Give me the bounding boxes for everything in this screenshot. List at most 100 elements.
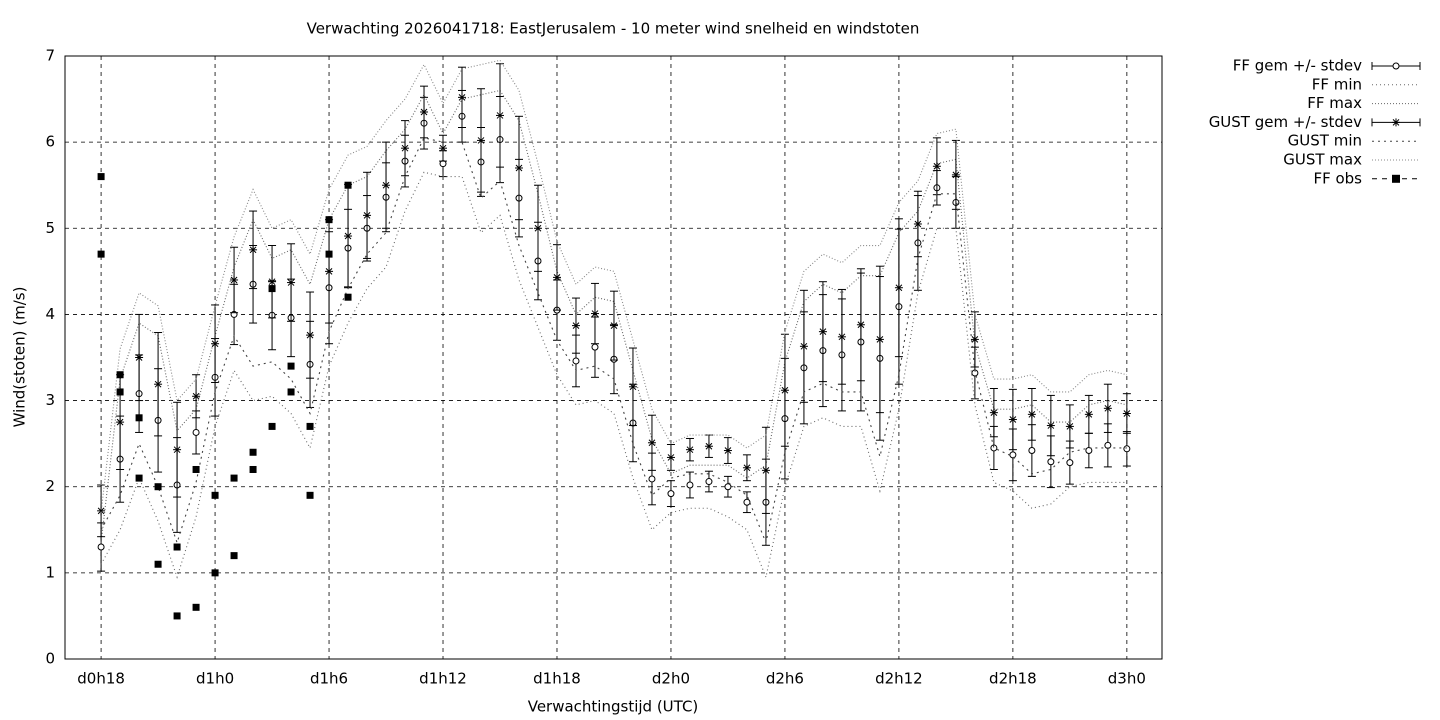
marker [990, 444, 998, 452]
marker [116, 371, 124, 379]
marker-stroke [838, 333, 846, 341]
marker [704, 442, 713, 451]
marker [306, 331, 315, 340]
marker [230, 552, 238, 560]
marker [1009, 451, 1017, 459]
marker [287, 388, 295, 396]
marker-stroke [306, 331, 314, 339]
marker-stroke [1123, 410, 1131, 417]
range-line [100, 171, 1127, 580]
marker-stroke [211, 340, 219, 348]
marker [420, 107, 429, 116]
marker [818, 327, 827, 336]
marker [97, 173, 105, 181]
marker [363, 211, 372, 220]
marker [667, 490, 675, 498]
marker-stroke [990, 409, 998, 416]
marker [1008, 415, 1017, 424]
marker [685, 445, 694, 454]
marker [173, 543, 181, 551]
marker [1066, 459, 1074, 467]
marker [458, 93, 467, 102]
marker [856, 320, 865, 329]
marker [723, 446, 732, 455]
marker [230, 275, 239, 284]
legend-sample [1371, 62, 1421, 70]
marker-stroke [762, 466, 770, 474]
y-tick-label: 3 [45, 391, 55, 409]
range-line [100, 137, 1127, 545]
marker-stroke [97, 507, 105, 515]
marker-stroke [344, 232, 352, 240]
marker-stroke [230, 276, 238, 284]
x-tick-label: d2h6 [766, 670, 804, 688]
marker-stroke [382, 181, 390, 189]
marker-stroke [610, 322, 618, 329]
x-tick-label: d1h18 [533, 670, 581, 688]
marker-stroke [952, 171, 960, 179]
x-tick-label: d1h12 [419, 670, 467, 688]
y-tick-label: 2 [45, 477, 55, 495]
marker [192, 465, 200, 473]
marker-stroke [876, 336, 884, 343]
marker-stroke [743, 464, 751, 472]
marker [97, 506, 106, 515]
marker [591, 343, 599, 351]
marker-stroke [515, 164, 523, 172]
marker [1046, 421, 1055, 430]
marker [724, 483, 732, 491]
marker [135, 353, 144, 362]
marker-stroke [572, 322, 580, 329]
marker-stroke [800, 342, 808, 350]
marker [648, 475, 656, 483]
marker [116, 388, 124, 396]
marker [496, 111, 505, 120]
marker-stroke [686, 446, 694, 454]
marker [192, 428, 200, 436]
marker [552, 273, 561, 282]
y-tick-label: 5 [45, 219, 55, 237]
marker [344, 293, 352, 301]
marker [1122, 409, 1131, 418]
marker [1103, 404, 1112, 413]
y-axis-label: Wind(stoten) (m/s) [11, 287, 29, 428]
marker [572, 357, 580, 365]
legend-label: GUST gem +/- stdev [1209, 113, 1362, 131]
marker [743, 498, 751, 506]
marker [628, 382, 637, 391]
marker-stroke [496, 112, 504, 119]
marker-stroke [1028, 411, 1036, 418]
marker [1392, 118, 1400, 127]
marker [1065, 422, 1074, 431]
marker [344, 232, 353, 241]
marker [780, 386, 789, 395]
marker-stroke [534, 224, 542, 232]
marker [647, 438, 656, 447]
marker [154, 380, 163, 389]
marker [97, 250, 105, 258]
marker-stroke [1009, 416, 1017, 423]
marker [1028, 447, 1036, 455]
marker [742, 463, 751, 472]
marker-stroke [1085, 411, 1093, 418]
marker [1047, 458, 1055, 466]
marker [268, 422, 276, 430]
marker [325, 267, 334, 276]
marker [989, 408, 998, 417]
marker-stroke [553, 274, 561, 281]
marker [306, 422, 314, 430]
y-tick-label: 4 [45, 305, 55, 323]
marker [249, 448, 257, 456]
marker-stroke [1104, 404, 1112, 412]
x-tick-label: d2h0 [652, 670, 690, 688]
marker [609, 321, 618, 330]
marker [799, 342, 808, 351]
y-tick-label: 7 [45, 47, 55, 65]
marker [287, 278, 296, 287]
marker-stroke [116, 418, 124, 426]
marker [97, 543, 105, 551]
marker [686, 481, 694, 489]
marker-stroke [724, 447, 732, 454]
marker [439, 144, 448, 153]
